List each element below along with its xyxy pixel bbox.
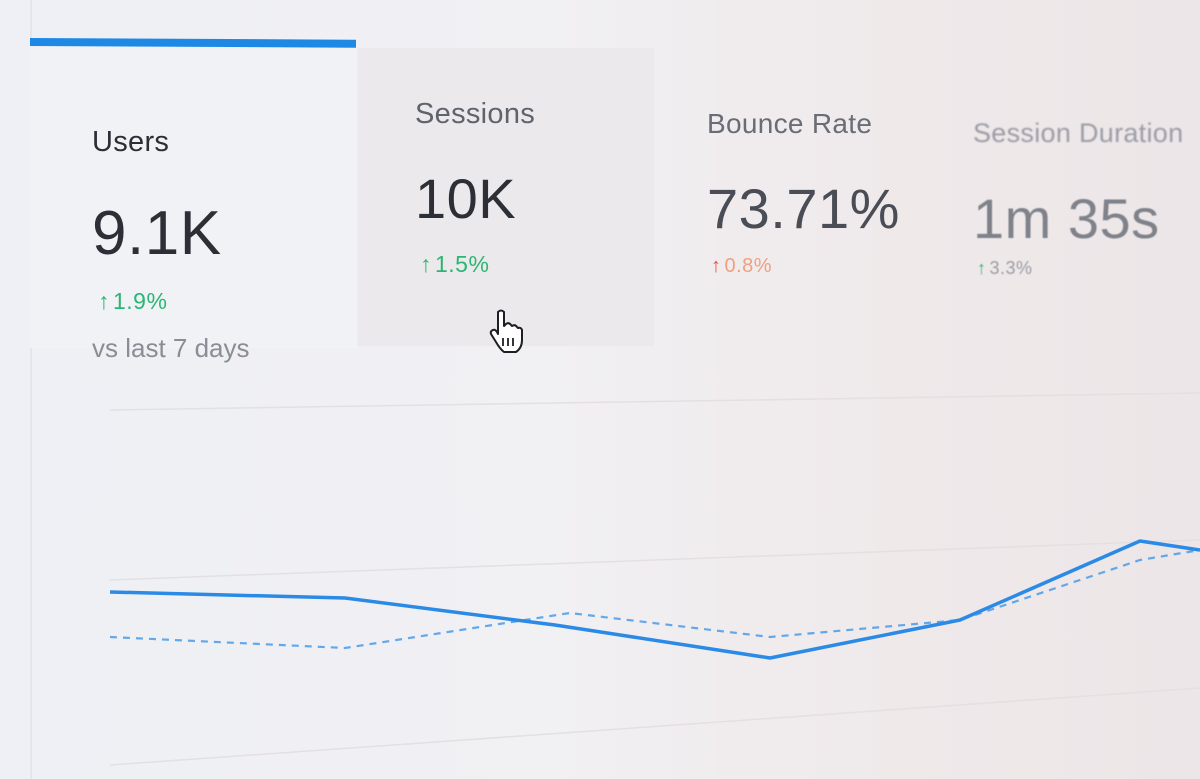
metric-card-bounce-rate[interactable]: Bounce Rate 73.71% ↑ 0.8% [680,38,950,348]
series-current-period-line [109,539,1200,660]
metric-card-sessions[interactable]: Sessions 10K ↑ 1.5% [358,48,654,346]
pointer-hand-icon [489,309,523,353]
metric-card-users[interactable]: Users 9.1K ↑ 1.9% vs last 7 days [30,38,356,363]
arrow-up-icon: ↑ [711,255,722,277]
metric-delta: ↑ 1.5% [420,251,489,278]
metric-value: 10K [415,167,517,230]
metric-card-session-duration[interactable]: Session Duration 1m 35s ↑ 3.3% [955,38,1200,348]
delta-value: 1.9% [113,288,168,314]
chart-gridlines [109,392,1200,766]
metric-label: Bounce Rate [707,108,873,139]
metric-value: 73.71% [707,177,900,240]
metric-delta: ↑ 3.3% [977,258,1033,279]
series-previous-period-line [109,548,1200,650]
metric-label: Session Duration [973,118,1184,148]
arrow-up-icon: ↑ [977,258,987,278]
delta-value: 3.3% [989,258,1033,278]
metric-delta: ↑ 1.9% [98,288,167,315]
delta-value: 1.5% [435,251,490,277]
metric-value: 1m 35s [973,187,1160,250]
metric-delta: ↑ 0.8% [711,255,772,278]
arrow-up-icon: ↑ [420,251,432,277]
comparison-label: vs last 7 days [92,333,250,363]
metric-label: Users [92,126,170,158]
delta-value: 0.8% [724,255,773,277]
users-line-chart[interactable] [0,360,1200,779]
metric-label: Sessions [415,98,536,130]
arrow-up-icon: ↑ [98,288,110,314]
panel-left-border [30,0,32,779]
metric-value: 9.1K [92,199,222,268]
metric-cards: Users 9.1K ↑ 1.9% vs last 7 days Sessions… [0,0,1200,363]
